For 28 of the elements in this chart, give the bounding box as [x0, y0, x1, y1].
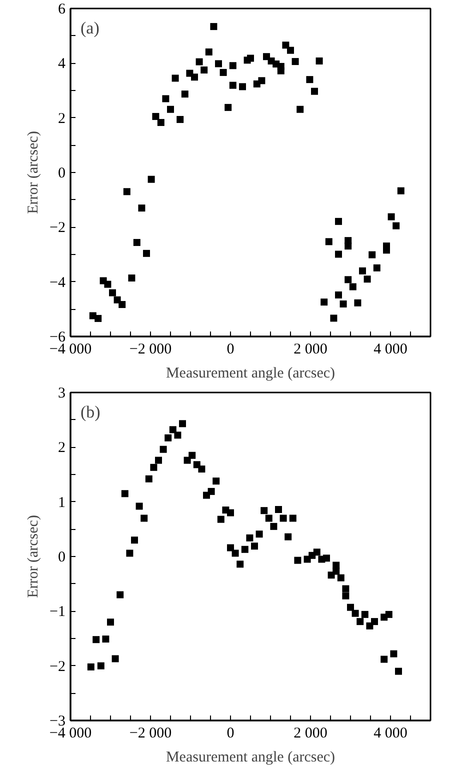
x-tick-label: 0	[226, 726, 234, 742]
x-tick-label: −4 000	[49, 342, 92, 358]
x-tick-label: 2 000	[294, 726, 328, 742]
x-tick-label: −2 000	[129, 342, 172, 358]
y-tick-label: 4	[58, 56, 66, 72]
y-tick-label: −2	[50, 220, 66, 236]
y-tick-label: −2	[50, 658, 66, 675]
x-tick-label: −4 000	[49, 726, 92, 742]
y-tick-label: 6	[58, 2, 66, 18]
y-tick-label: −1	[50, 604, 66, 620]
annotation: (b)	[80, 402, 100, 422]
y-tick-label: 0	[58, 166, 66, 182]
annotation: (a)	[80, 18, 100, 38]
x-tick-label: 2 000	[294, 342, 328, 358]
y-axis-title: Error (arcsec)	[26, 131, 42, 214]
y-axis-title: Error (arcsec)	[26, 515, 42, 598]
y-tick-label: −4	[50, 274, 66, 291]
y-tick-label: 3	[58, 386, 66, 402]
y-tick-label: 2	[58, 110, 66, 127]
y-tick-label: 2	[58, 440, 66, 456]
x-axis-title: Measurement angle (arcsec)	[166, 750, 336, 766]
x-tick-label: 0	[226, 342, 234, 358]
x-tick-label: 4 000	[374, 726, 408, 742]
x-axis-title: Measurement angle (arcsec)	[166, 366, 336, 382]
x-tick-label: −2 000	[129, 726, 172, 742]
y-tick-label: 1	[58, 494, 66, 511]
x-tick-label: 4 000	[374, 342, 408, 358]
y-tick-label: 0	[58, 550, 66, 566]
